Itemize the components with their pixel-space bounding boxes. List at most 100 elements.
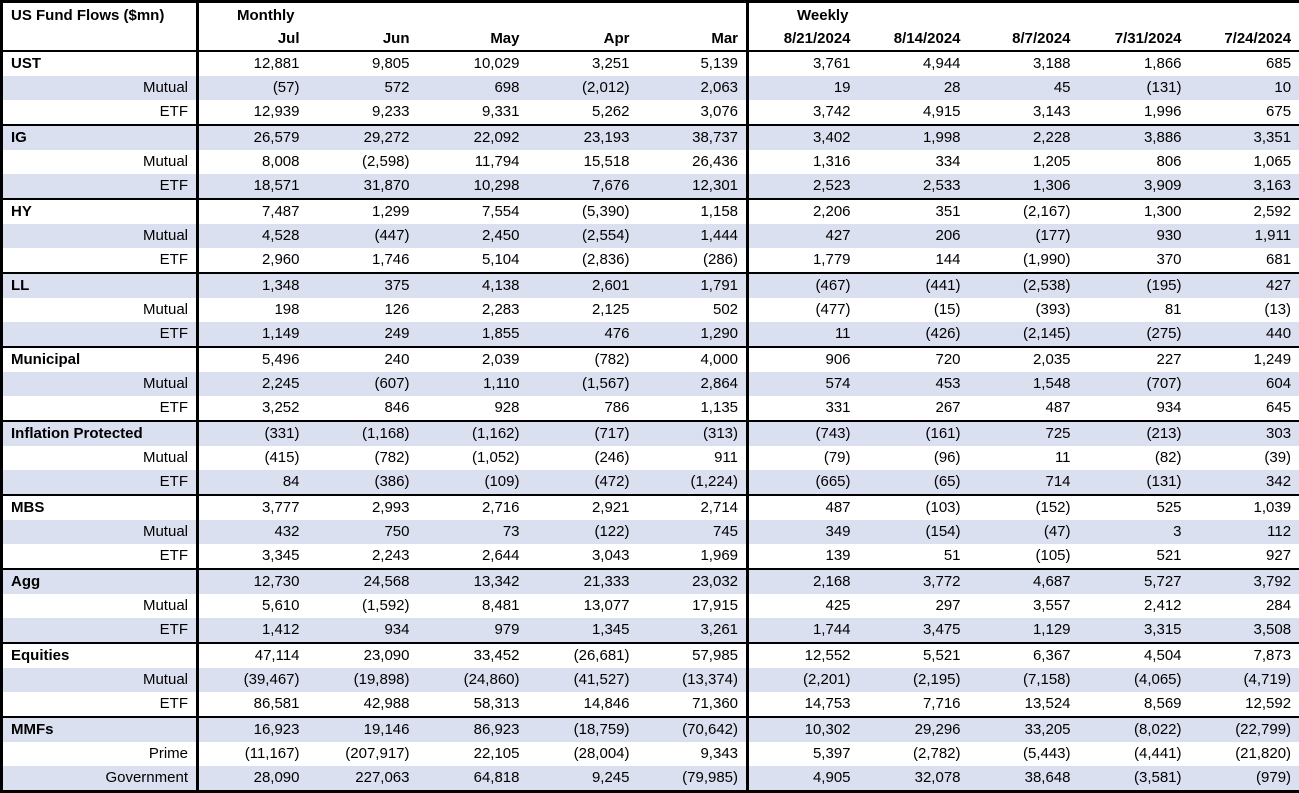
data-cell: (2,782) xyxy=(859,742,969,766)
data-cell: 31,870 xyxy=(308,174,418,199)
data-cell: 1,299 xyxy=(308,199,418,224)
data-cell: 10,302 xyxy=(748,717,859,742)
sub-row: Mutual(415)(782)(1,052)(246)911(79)(96)1… xyxy=(2,446,1299,470)
data-cell: 8,481 xyxy=(418,594,528,618)
data-cell: 2,450 xyxy=(418,224,528,248)
data-cell: 375 xyxy=(308,273,418,298)
data-cell: 1,065 xyxy=(1190,150,1299,174)
data-cell: 2,035 xyxy=(969,347,1079,372)
data-cell: 28 xyxy=(859,76,969,100)
data-cell: 3,792 xyxy=(1190,569,1299,594)
data-cell: (3,581) xyxy=(1079,766,1190,792)
data-cell: 139 xyxy=(748,544,859,569)
data-cell: 12,881 xyxy=(198,51,308,76)
data-cell: (607) xyxy=(308,372,418,396)
data-cell: (4,719) xyxy=(1190,668,1299,692)
data-cell: 1,039 xyxy=(1190,495,1299,520)
data-cell: 3,557 xyxy=(969,594,1079,618)
data-cell: 9,245 xyxy=(528,766,638,792)
data-cell: (41,527) xyxy=(528,668,638,692)
data-cell: (24,860) xyxy=(418,668,528,692)
column-header-jun: Jun xyxy=(308,28,418,51)
group-label: Agg xyxy=(2,569,198,594)
data-cell: 2,243 xyxy=(308,544,418,569)
data-cell: 2,412 xyxy=(1079,594,1190,618)
data-cell: 26,436 xyxy=(638,150,748,174)
data-cell: (2,598) xyxy=(308,150,418,174)
data-cell: 3,252 xyxy=(198,396,308,421)
data-cell: (1,567) xyxy=(528,372,638,396)
group-label: IG xyxy=(2,125,198,150)
data-cell: 112 xyxy=(1190,520,1299,544)
column-group-monthly: Monthly xyxy=(198,2,748,29)
data-cell: 5,727 xyxy=(1079,569,1190,594)
data-cell: (13) xyxy=(1190,298,1299,322)
data-cell: 9,343 xyxy=(638,742,748,766)
data-cell: 58,313 xyxy=(418,692,528,717)
row-label: Mutual xyxy=(2,76,198,100)
data-cell: 10 xyxy=(1190,76,1299,100)
data-cell: 3,777 xyxy=(198,495,308,520)
data-cell: (11,167) xyxy=(198,742,308,766)
data-cell: (82) xyxy=(1079,446,1190,470)
data-cell: 4,528 xyxy=(198,224,308,248)
data-cell: 425 xyxy=(748,594,859,618)
data-cell: (665) xyxy=(748,470,859,495)
data-cell: 806 xyxy=(1079,150,1190,174)
data-cell: 303 xyxy=(1190,421,1299,446)
data-cell: 3,345 xyxy=(198,544,308,569)
data-cell: 930 xyxy=(1079,224,1190,248)
data-cell: 64,818 xyxy=(418,766,528,792)
data-cell: 351 xyxy=(859,199,969,224)
data-cell: (2,145) xyxy=(969,322,1079,347)
data-cell: 5,104 xyxy=(418,248,528,273)
data-cell: 1,149 xyxy=(198,322,308,347)
column-header-mar: Mar xyxy=(638,28,748,51)
data-cell: 23,193 xyxy=(528,125,638,150)
data-cell: 1,548 xyxy=(969,372,1079,396)
data-cell: (105) xyxy=(969,544,1079,569)
data-cell: (246) xyxy=(528,446,638,470)
data-cell: (21,820) xyxy=(1190,742,1299,766)
data-cell: (18,759) xyxy=(528,717,638,742)
data-cell: 1,996 xyxy=(1079,100,1190,125)
column-header-may: May xyxy=(418,28,528,51)
column-header-week-3: 8/7/2024 xyxy=(969,28,1079,51)
data-cell: 21,333 xyxy=(528,569,638,594)
data-cell: 1,306 xyxy=(969,174,1079,199)
data-cell: 645 xyxy=(1190,396,1299,421)
data-cell: (707) xyxy=(1079,372,1190,396)
data-cell: (22,799) xyxy=(1190,717,1299,742)
row-label: ETF xyxy=(2,544,198,569)
data-cell: 4,687 xyxy=(969,569,1079,594)
data-cell: 3,909 xyxy=(1079,174,1190,199)
data-cell: 2,921 xyxy=(528,495,638,520)
data-cell: 370 xyxy=(1079,248,1190,273)
data-cell: 12,592 xyxy=(1190,692,1299,717)
data-cell: 342 xyxy=(1190,470,1299,495)
data-cell: (161) xyxy=(859,421,969,446)
row-label: ETF xyxy=(2,470,198,495)
row-label: ETF xyxy=(2,100,198,125)
data-cell: 3,402 xyxy=(748,125,859,150)
group-label: Municipal xyxy=(2,347,198,372)
data-cell: 487 xyxy=(748,495,859,520)
data-cell: 2,206 xyxy=(748,199,859,224)
data-cell: 47,114 xyxy=(198,643,308,668)
group-label: HY xyxy=(2,199,198,224)
data-cell: 23,090 xyxy=(308,643,418,668)
data-cell: (286) xyxy=(638,248,748,273)
data-cell: 7,676 xyxy=(528,174,638,199)
data-cell: 24,568 xyxy=(308,569,418,594)
data-cell: 4,504 xyxy=(1079,643,1190,668)
